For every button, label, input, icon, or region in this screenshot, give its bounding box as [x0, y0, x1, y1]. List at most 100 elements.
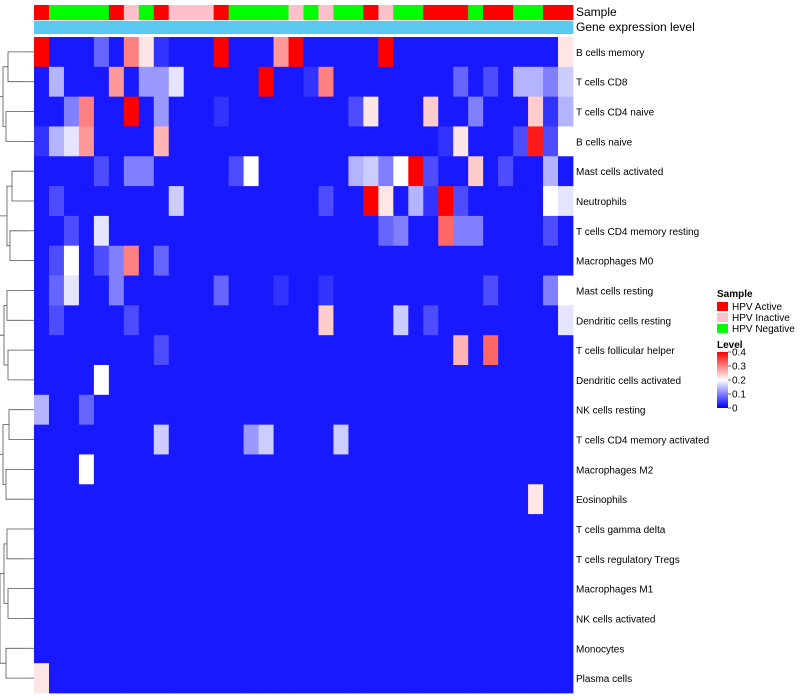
heatmap-cell — [273, 186, 289, 217]
heatmap-cell — [34, 633, 50, 664]
heatmap-cell — [333, 335, 349, 366]
gene-expression-annotation-cell — [438, 21, 454, 34]
heatmap-cell — [63, 543, 80, 575]
heatmap-cell — [93, 573, 110, 604]
heatmap-cell — [348, 365, 364, 396]
sample-annotation-cell — [273, 5, 289, 20]
sample-annotation-cell — [543, 5, 559, 20]
heatmap-cell — [483, 603, 499, 634]
heatmap-cell — [108, 186, 125, 217]
heatmap-cell — [468, 186, 484, 217]
heatmap-cell — [513, 633, 529, 664]
heatmap-cell — [453, 454, 469, 485]
heatmap-cell — [63, 215, 80, 247]
heatmap-cell — [198, 37, 215, 68]
heatmap-cell — [393, 454, 409, 485]
gene-expression-annotation-cell — [483, 21, 499, 34]
heatmap-cell — [378, 603, 394, 634]
heatmap-cell — [453, 335, 469, 366]
heatmap-cell — [168, 245, 185, 276]
heatmap-cell — [333, 66, 349, 98]
heatmap-cell — [34, 215, 50, 247]
heatmap-cell — [438, 96, 454, 127]
heatmap-cell — [213, 514, 230, 545]
heatmap-cell — [138, 424, 155, 455]
heatmap-cell — [363, 215, 379, 247]
heatmap-cell — [378, 484, 394, 515]
heatmap-cell — [438, 126, 454, 157]
level-tick-label: 0.3 — [732, 362, 746, 373]
heatmap-cell — [513, 126, 529, 157]
gene-expression-annotation-cell — [228, 21, 245, 34]
heatmap-cell — [333, 633, 349, 664]
heatmap-cell — [408, 365, 424, 396]
heatmap-cell — [228, 275, 245, 306]
heatmap-cell — [273, 663, 289, 694]
heatmap-cell — [258, 335, 274, 366]
heatmap-cell — [483, 543, 499, 575]
heatmap-cell — [453, 215, 469, 247]
heatmap-cell — [498, 633, 514, 664]
heatmap-cell — [318, 275, 334, 306]
heatmap-cell — [393, 663, 409, 694]
heatmap-cell — [438, 573, 454, 604]
sample-annotation-cell — [363, 5, 379, 20]
heatmap-cell — [348, 335, 364, 366]
heatmap-cell — [138, 96, 155, 127]
sample-annotation-cell — [123, 5, 140, 20]
heatmap-cell — [483, 126, 499, 157]
heatmap-cell — [333, 275, 349, 306]
row-label: T cells CD4 naive — [576, 108, 655, 119]
heatmap-cell — [483, 156, 499, 187]
heatmap-cell — [48, 305, 65, 336]
heatmap-cell — [333, 305, 349, 336]
heatmap-cell — [93, 245, 110, 276]
sample-annotation-cell — [513, 5, 529, 20]
heatmap-cell — [123, 305, 140, 336]
heatmap-cell — [348, 37, 364, 68]
heatmap-cell — [393, 305, 409, 336]
heatmap-cell — [183, 186, 200, 217]
heatmap-cell — [258, 215, 274, 247]
heatmap-cell — [108, 514, 125, 545]
heatmap-cell — [63, 365, 80, 396]
heatmap-cell — [93, 633, 110, 664]
heatmap-cell — [78, 394, 95, 426]
heatmap-cell — [78, 663, 95, 694]
heatmap-cell — [543, 126, 559, 157]
heatmap-cell — [153, 394, 170, 426]
heatmap-cell — [453, 96, 469, 127]
heatmap-cell — [288, 454, 304, 485]
heatmap-cell — [258, 454, 274, 485]
heatmap-cell — [138, 275, 155, 306]
row-label: Macrophages M0 — [576, 257, 654, 268]
heatmap-cell — [348, 394, 364, 426]
heatmap-cell — [288, 305, 304, 336]
heatmap-cell — [408, 186, 424, 217]
heatmap-cell — [138, 186, 155, 217]
heatmap-cell — [168, 573, 185, 604]
heatmap-cell — [558, 573, 574, 604]
heatmap-cell — [228, 126, 245, 157]
heatmap-cell — [513, 394, 529, 426]
heatmap-cell — [498, 424, 514, 455]
heatmap-cell — [318, 365, 334, 396]
heatmap-cell — [528, 633, 544, 664]
heatmap-cell — [168, 424, 185, 455]
heatmap-cell — [228, 305, 245, 336]
heatmap-cell — [48, 66, 65, 98]
heatmap-cell — [288, 663, 304, 694]
heatmap-cell — [423, 335, 439, 366]
heatmap-cell — [198, 126, 215, 157]
heatmap-cell — [63, 394, 80, 426]
heatmap-cell — [213, 96, 230, 127]
heatmap-cell — [168, 37, 185, 68]
heatmap-cell — [108, 603, 125, 634]
dendrogram-branch — [6, 185, 12, 247]
heatmap-cell — [213, 215, 230, 247]
heatmap-cell — [93, 484, 110, 515]
heatmap-cell — [528, 37, 544, 68]
heatmap-cell — [34, 573, 50, 604]
heatmap-cell — [153, 305, 170, 336]
gene-expression-annotation-cell — [528, 21, 544, 34]
